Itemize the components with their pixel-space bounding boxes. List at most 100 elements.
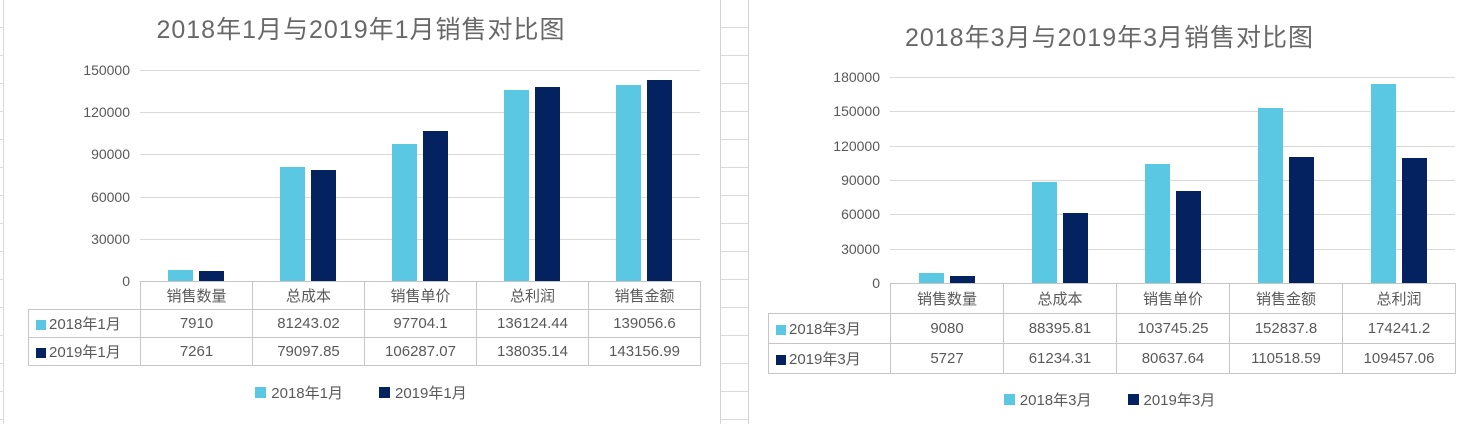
bar-2018年1月-销售单价[interactable] bbox=[392, 144, 417, 281]
bar-2018年1月-销售金额[interactable] bbox=[616, 85, 641, 281]
y-axis-tick-label: 0 bbox=[122, 273, 130, 289]
y-axis-tick-label: 60000 bbox=[91, 189, 130, 205]
chart-data-table: 销售数量 总成本 销售单价 销售金额 总利润 2018年3月 9080 88395.81 103… bbox=[768, 283, 1456, 374]
bar-2019年3月-销售单价[interactable] bbox=[1176, 191, 1201, 283]
table-value-cell: 143156.99 bbox=[588, 337, 701, 366]
chart-march-comparison[interactable]: 2018年3月与2019年3月销售对比图 180000 150000 120000 9… bbox=[750, 0, 1469, 424]
gridline bbox=[140, 239, 700, 240]
bar-2019年3月-总成本[interactable] bbox=[1063, 213, 1088, 283]
table-series-label: 2018年1月 bbox=[28, 309, 141, 338]
legend-swatch-icon bbox=[1003, 394, 1015, 405]
legend-label: 2018年1月 bbox=[271, 385, 343, 402]
table-value-cell: 110518.59 bbox=[1229, 343, 1343, 374]
bar-2018年3月-总成本[interactable] bbox=[1032, 182, 1057, 283]
table-value-cell: 139056.6 bbox=[588, 309, 701, 338]
bar-2018年3月-总利润[interactable] bbox=[1371, 84, 1396, 283]
bar-2018年1月-销售数量[interactable] bbox=[168, 270, 193, 281]
bar-2019年3月-销售金额[interactable] bbox=[1289, 157, 1314, 283]
table-header-cell: 总成本 bbox=[1003, 283, 1117, 314]
table-corner-cell bbox=[769, 284, 891, 314]
legend-item-2019年1月[interactable]: 2019年1月 bbox=[379, 382, 467, 403]
chart-january-comparison[interactable]: 2018年1月与2019年1月销售对比图 150000 120000 90000 60… bbox=[4, 0, 718, 424]
table-value-cell: 136124.44 bbox=[476, 309, 589, 338]
y-axis-tick-label: 60000 bbox=[841, 206, 880, 222]
table-value-cell: 81243.02 bbox=[252, 309, 365, 338]
legend-item-2019年3月[interactable]: 2019年3月 bbox=[1127, 389, 1216, 410]
bar-2018年3月-销售单价[interactable] bbox=[1145, 164, 1170, 283]
gridline bbox=[890, 249, 1455, 250]
legend-key-icon bbox=[36, 348, 46, 358]
chart-title[interactable]: 2018年3月与2019年3月销售对比图 bbox=[904, 24, 1315, 52]
gridline bbox=[890, 77, 1455, 78]
table-header-cell: 销售金额 bbox=[588, 281, 701, 310]
table-value-cell: 106287.07 bbox=[364, 337, 477, 366]
chart-legend: 2018年1月 2019年1月 bbox=[4, 382, 718, 403]
legend-label: 2019年3月 bbox=[1143, 392, 1216, 409]
table-value-cell: 5727 bbox=[890, 343, 1004, 374]
table-value-cell: 7261 bbox=[140, 337, 253, 366]
bar-2019年3月-销售数量[interactable] bbox=[950, 276, 975, 283]
y-axis-tick-label: 0 bbox=[872, 275, 880, 291]
table-corner-cell bbox=[29, 282, 141, 310]
gridline bbox=[890, 111, 1455, 112]
legend-swatch-icon bbox=[1127, 394, 1139, 405]
bar-2019年1月-总利润[interactable] bbox=[535, 87, 560, 281]
table-series-label: 2019年1月 bbox=[28, 337, 141, 366]
y-axis-tick-label: 120000 bbox=[833, 138, 880, 154]
gridline bbox=[890, 146, 1455, 147]
bar-2018年3月-销售金额[interactable] bbox=[1258, 108, 1283, 283]
table-header-cell: 销售数量 bbox=[890, 283, 1004, 314]
table-value-cell: 61234.31 bbox=[1003, 343, 1117, 374]
table-value-cell: 80637.64 bbox=[1116, 343, 1230, 374]
y-axis-tick-label: 30000 bbox=[91, 231, 130, 247]
bar-2019年1月-销售单价[interactable] bbox=[423, 131, 448, 281]
gridline bbox=[890, 180, 1455, 181]
y-axis-tick-label: 90000 bbox=[91, 146, 130, 162]
table-value-cell: 152837.8 bbox=[1229, 313, 1343, 344]
sheet-gridline-strip-left bbox=[0, 0, 4, 424]
table-series-label: 2019年3月 bbox=[768, 343, 891, 374]
legend-item-2018年3月[interactable]: 2018年3月 bbox=[1003, 389, 1092, 410]
y-axis-tick-label: 180000 bbox=[833, 69, 880, 85]
plot-area: 180000 150000 120000 90000 60000 30000 0 bbox=[750, 0, 1469, 424]
legend-key-icon bbox=[776, 355, 786, 365]
legend-item-2018年1月[interactable]: 2018年1月 bbox=[255, 382, 343, 403]
bar-2019年1月-销售金额[interactable] bbox=[647, 80, 672, 281]
table-header-cell: 总利润 bbox=[476, 281, 589, 310]
bar-2018年3月-销售数量[interactable] bbox=[919, 273, 944, 283]
gridline bbox=[140, 112, 700, 113]
y-axis-tick-label: 150000 bbox=[833, 103, 880, 119]
table-value-cell: 97704.1 bbox=[364, 309, 477, 338]
bar-2018年1月-总利润[interactable] bbox=[504, 90, 529, 281]
bar-2019年3月-总利润[interactable] bbox=[1402, 158, 1427, 283]
table-value-cell: 79097.85 bbox=[252, 337, 365, 366]
y-axis-tick-label: 90000 bbox=[841, 172, 880, 188]
y-axis-tick-label: 30000 bbox=[841, 241, 880, 257]
table-header-cell: 销售数量 bbox=[140, 281, 253, 310]
table-value-cell: 103745.25 bbox=[1116, 313, 1230, 344]
table-value-cell: 9080 bbox=[890, 313, 1004, 344]
legend-label: 2018年3月 bbox=[1019, 392, 1092, 409]
chart-title[interactable]: 2018年1月与2019年1月销售对比图 bbox=[156, 16, 566, 44]
chart-legend: 2018年3月 2019年3月 bbox=[750, 389, 1469, 410]
legend-label: 2019年1月 bbox=[395, 385, 467, 402]
table-value-cell: 138035.14 bbox=[476, 337, 589, 366]
gridline bbox=[140, 197, 700, 198]
table-value-cell: 109457.06 bbox=[1342, 343, 1456, 374]
y-axis-tick-label: 150000 bbox=[83, 62, 130, 78]
table-header-cell: 总利润 bbox=[1342, 283, 1456, 314]
legend-swatch-icon bbox=[379, 387, 390, 398]
bar-2019年1月-总成本[interactable] bbox=[311, 170, 336, 281]
legend-key-icon bbox=[36, 320, 46, 330]
gridline bbox=[140, 70, 700, 71]
bar-2018年1月-总成本[interactable] bbox=[280, 167, 305, 281]
chart-data-table: 销售数量 总成本 销售单价 总利润 销售金额 2018年1月 7910 81243.02 977… bbox=[28, 281, 701, 366]
legend-key-icon bbox=[776, 325, 786, 335]
table-value-cell: 174241.2 bbox=[1342, 313, 1456, 344]
bar-2019年1月-销售数量[interactable] bbox=[199, 271, 224, 281]
table-header-cell: 销售单价 bbox=[364, 281, 477, 310]
legend-swatch-icon bbox=[255, 387, 267, 398]
table-series-label: 2018年3月 bbox=[768, 313, 891, 344]
table-header-cell: 销售金额 bbox=[1229, 283, 1343, 314]
table-value-cell: 7910 bbox=[140, 309, 253, 338]
